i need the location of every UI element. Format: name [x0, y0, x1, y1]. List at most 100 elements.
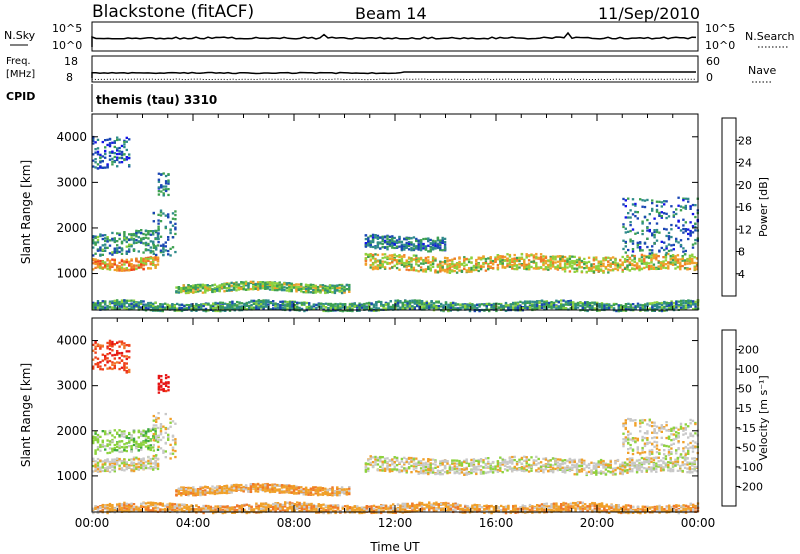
power-echo-cell	[356, 304, 359, 307]
power-echo-cell	[135, 235, 138, 238]
power-echo-cell	[535, 252, 538, 256]
power-echo-region	[152, 209, 177, 257]
power-echo-cell	[123, 267, 126, 270]
power-echo-cell	[157, 193, 161, 196]
power-echo-cell	[605, 303, 608, 307]
power-echo-cell	[376, 253, 380, 257]
power-echo-cell	[622, 247, 625, 251]
power-echo-cell	[674, 257, 677, 260]
velocity-echo-cell	[96, 464, 100, 467]
power-echo-cell	[513, 262, 516, 265]
power-echo-cell	[670, 235, 673, 239]
power-echo-cell	[644, 303, 647, 306]
power-echo-cell	[536, 300, 539, 303]
power-echo-cell	[418, 307, 421, 310]
velocity-echo-cell	[106, 443, 109, 446]
power-echo-cell	[470, 261, 473, 264]
power-echo-cell	[195, 302, 198, 306]
power-echo-cell	[427, 250, 430, 253]
power-echo-cell	[243, 304, 246, 307]
power-echo-cell	[404, 304, 407, 307]
power-echo-cell	[512, 307, 515, 310]
power-echo-cell	[159, 305, 162, 308]
power-echo-cell	[665, 228, 668, 231]
power-echo-cell	[381, 235, 384, 238]
power-echo-cell	[453, 266, 456, 269]
power-echo-cell	[502, 304, 505, 308]
power-echo-cell	[424, 259, 428, 263]
power-echo-cell	[664, 263, 668, 266]
power-echo-cell	[314, 289, 317, 292]
power-echo-cell	[431, 265, 435, 268]
power-echo-cell	[443, 260, 447, 264]
power-echo-cell	[647, 254, 651, 258]
power-echo-cell	[383, 253, 387, 256]
power-echo-cell	[116, 247, 119, 250]
power-echo-cell	[310, 305, 313, 308]
power-echo-cell	[173, 307, 176, 310]
power-echo-cell	[560, 306, 563, 309]
power-echo-cell	[477, 256, 480, 259]
power-echo-cell	[128, 260, 131, 263]
power-echo-cell	[636, 302, 640, 305]
power-echo-cell	[120, 242, 124, 245]
power-echo-cell	[446, 257, 449, 260]
power-echo-cell	[632, 307, 635, 310]
power-echo-cell	[159, 209, 163, 212]
power-echo-cell	[622, 305, 625, 308]
power-echo-cell	[650, 261, 653, 264]
power-echo-cell	[99, 156, 102, 159]
velocity-echo-cell	[92, 437, 95, 440]
power-echo-cell	[92, 258, 95, 261]
power-echo-cell	[140, 302, 143, 305]
power-echo-cell	[629, 209, 632, 212]
power-echo-cell	[503, 259, 507, 262]
power-echo-cell	[99, 265, 102, 268]
power-echo-cell	[494, 256, 497, 259]
power-echo-cell	[653, 233, 656, 236]
velocity-echo-cell	[130, 458, 133, 461]
power-echo-cell	[417, 270, 420, 273]
power-echo-cell	[466, 303, 469, 306]
power-echo-cell	[653, 229, 656, 232]
power-echo-cell	[315, 303, 318, 306]
power-echo-cell	[631, 248, 635, 251]
power-echo-cell	[441, 264, 444, 267]
power-echo-cell	[499, 258, 502, 261]
velocity-echo-cell	[144, 441, 148, 444]
power-echo-cell	[125, 261, 128, 264]
power-echo-cell	[660, 240, 663, 243]
power-echo-cell	[646, 229, 649, 232]
power-echo-cell	[551, 265, 555, 268]
power-echo-cell	[268, 288, 272, 291]
power-echo-cell	[108, 158, 112, 161]
power-echo-cell	[691, 231, 695, 234]
power-echo-cell	[657, 260, 660, 263]
power-echo-cell	[585, 266, 588, 269]
power-echo-cell	[189, 285, 193, 288]
power-echo-cell	[657, 255, 660, 258]
power-echo-cell	[586, 305, 589, 308]
power-echo-cell	[424, 261, 428, 264]
power-echo-cell	[682, 305, 685, 309]
power-echo-cell	[691, 253, 694, 256]
velocity-echo-cell	[120, 462, 124, 465]
power-echo-cell	[648, 302, 652, 305]
power-echo-cell	[192, 286, 195, 289]
power-echo-cell	[470, 266, 473, 270]
power-echo-cell	[412, 236, 416, 239]
power-echo-cell	[442, 306, 445, 309]
power-echo-cell	[681, 264, 684, 268]
velocity-echo-cell	[111, 465, 114, 468]
power-echo-cell	[106, 263, 109, 266]
power-echo-cell	[156, 244, 160, 247]
power-y-tick-label: 1000	[56, 267, 87, 281]
power-echo-cell	[333, 291, 337, 295]
power-echo-cell	[351, 307, 354, 310]
power-echo-cell	[689, 301, 692, 304]
power-echo-cell	[371, 240, 375, 243]
power-echo-cell	[496, 254, 500, 257]
power-echo-cell	[194, 288, 197, 291]
velocity-echo-cell	[130, 438, 133, 442]
power-echo-cell	[694, 300, 697, 303]
